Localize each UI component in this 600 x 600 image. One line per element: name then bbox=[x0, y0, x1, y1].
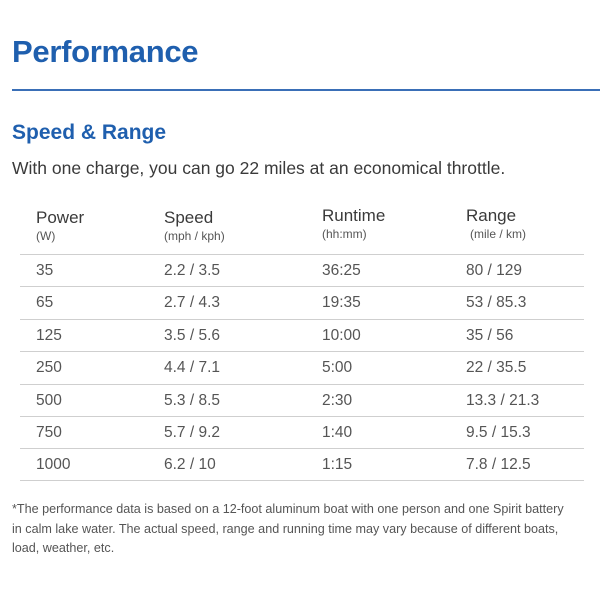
power-cell: 125 bbox=[36, 326, 62, 344]
table-row: 35 2.2 / 3.5 36:25 80 / 129 bbox=[20, 254, 584, 286]
speed-cell: 3.5 / 5.6 bbox=[164, 326, 221, 344]
header-label: Speed bbox=[164, 208, 214, 227]
table-row: 500 5.3 / 8.5 2:30 13.3 / 21.3 bbox=[20, 383, 584, 416]
power-cell: 65 bbox=[36, 294, 54, 312]
runtime-cell: 5:00 bbox=[322, 359, 353, 377]
header-unit: (hh:mm) bbox=[322, 227, 367, 241]
header-runtime: Runtime (hh:mm) bbox=[322, 206, 385, 242]
header-power: Power (W) bbox=[36, 208, 84, 244]
power-cell: 250 bbox=[36, 359, 62, 377]
section-heading: Speed & Range bbox=[12, 121, 167, 144]
intro-text: With one charge, you can go 22 miles at … bbox=[12, 158, 506, 178]
power-cell: 35 bbox=[36, 262, 54, 279]
table-row: 1000 6.2 / 10 1:15 7.8 / 12.5 bbox=[20, 448, 584, 481]
runtime-cell: 19:35 bbox=[322, 294, 361, 312]
power-cell: 1000 bbox=[36, 456, 71, 474]
runtime-cell: 2:30 bbox=[322, 391, 353, 409]
header-label: Range bbox=[466, 206, 517, 225]
header-speed: Speed (mph / kph) bbox=[164, 208, 225, 244]
table-header: Power (W) Speed (mph / kph) Runtime (hh:… bbox=[20, 202, 584, 254]
table-row: 750 5.7 / 9.2 1:40 9.5 / 15.3 bbox=[20, 415, 584, 448]
range-cell: 22 / 35.5 bbox=[466, 359, 527, 377]
speed-cell: 5.3 / 8.5 bbox=[164, 391, 221, 409]
power-cell: 750 bbox=[36, 423, 62, 441]
table-row: 65 2.7 / 4.3 19:35 53 / 85.3 bbox=[20, 286, 584, 318]
speed-cell: 4.4 / 7.1 bbox=[164, 359, 221, 377]
speed-cell: 5.7 / 9.2 bbox=[164, 423, 221, 441]
table-row: 125 3.5 / 5.6 10:00 35 / 56 bbox=[20, 318, 584, 351]
range-cell: 53 / 85.3 bbox=[466, 294, 527, 312]
header-unit: (mph / kph) bbox=[164, 229, 225, 243]
range-cell: 80 / 129 bbox=[466, 262, 523, 279]
power-cell: 500 bbox=[36, 391, 62, 409]
header-unit: (W) bbox=[36, 229, 56, 243]
performance-table: Power (W) Speed (mph / kph) Runtime (hh:… bbox=[20, 202, 584, 481]
runtime-cell: 1:15 bbox=[322, 456, 353, 474]
speed-cell: 2.2 / 3.5 bbox=[164, 262, 221, 279]
title-divider bbox=[12, 89, 600, 91]
header-range: Range (mile / km) bbox=[466, 206, 526, 242]
speed-cell: 2.7 / 4.3 bbox=[164, 294, 221, 312]
header-label: Runtime bbox=[322, 206, 386, 225]
speed-cell: 6.2 / 10 bbox=[164, 456, 216, 474]
table-row: 250 4.4 / 7.1 5:00 22 / 35.5 bbox=[20, 351, 584, 383]
footnote: *The performance data is based on a 12-f… bbox=[12, 502, 564, 555]
range-cell: 13.3 / 21.3 bbox=[466, 391, 540, 409]
runtime-cell: 10:00 bbox=[322, 326, 361, 344]
runtime-cell: 1:40 bbox=[322, 423, 353, 441]
runtime-cell: 36:25 bbox=[322, 262, 361, 279]
page-title: Performance bbox=[12, 34, 199, 69]
range-cell: 9.5 / 15.3 bbox=[466, 423, 531, 441]
range-cell: 7.8 / 12.5 bbox=[466, 456, 531, 474]
range-cell: 35 / 56 bbox=[466, 326, 514, 344]
header-unit: (mile / km) bbox=[470, 227, 526, 241]
header-label: Power bbox=[36, 208, 85, 227]
